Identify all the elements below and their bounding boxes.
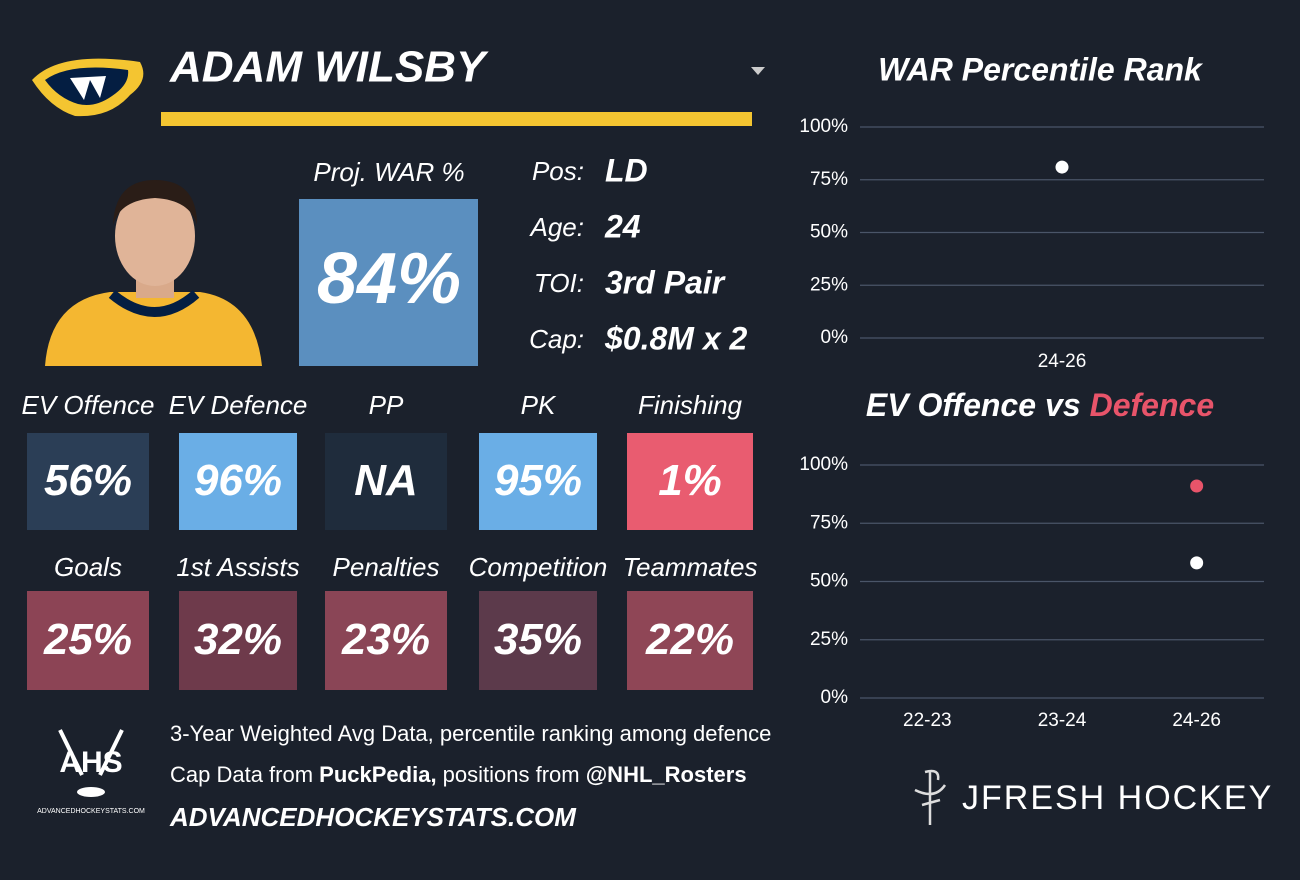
player-info: Pos: LD Age: 24 TOI: 3rd Pair Cap: $0.8M x 2: [529, 152, 748, 356]
tile-label: Penalties: [333, 552, 440, 582]
info-value: 24: [604, 208, 641, 244]
y-tick-label: 0%: [821, 327, 849, 348]
stat-tiles: EV Offence 56% EV Defence 96% PP NA PK 95% Finis…: [22, 390, 758, 690]
legend-entry: Defence: [1090, 387, 1215, 423]
x-tick-label: 23-24: [1038, 710, 1087, 731]
y-tick-label: 100%: [799, 116, 848, 137]
y-tick-label: 0%: [821, 687, 849, 708]
tile-value: 23%: [341, 615, 430, 664]
tile-value: 1%: [658, 456, 722, 505]
point: [1055, 160, 1069, 174]
tile-value: 25%: [43, 615, 132, 664]
title-joiner: vs: [1045, 387, 1081, 423]
tile: [627, 433, 753, 530]
info-label: Pos:: [532, 156, 584, 186]
dropdown-arrow[interactable]: [751, 67, 765, 75]
info-label: Age:: [529, 212, 585, 242]
y-tick-label: 50%: [810, 571, 848, 592]
footer-site: ADVANCEDHOCKEYSTATS.COM: [169, 802, 577, 832]
footer-source: PuckPedia,: [319, 762, 436, 787]
tile: [27, 591, 149, 690]
tile: [325, 433, 447, 530]
proj-war-box: [299, 199, 478, 366]
info-value: 3rd Pair: [605, 264, 726, 300]
tile-label: Finishing: [638, 390, 743, 420]
y-tick-label: 75%: [810, 512, 848, 533]
info-value: LD: [605, 152, 648, 188]
tile-label: Competition: [469, 552, 608, 582]
footer-line2: Cap Data from PuckPedia, positions from …: [170, 762, 747, 787]
footer-line1: 3-Year Weighted Avg Data, percentile ran…: [170, 721, 771, 746]
info-value: $0.8M x 2: [604, 320, 748, 356]
tile-value: 96%: [194, 456, 282, 505]
tile-value: 32%: [194, 615, 282, 664]
tile-label: Goals: [54, 552, 122, 582]
proj-war-label: Proj. WAR %: [313, 157, 464, 187]
brand: JFRESH HOCKEY: [962, 779, 1273, 817]
ahs-logo-site: ADVANCEDHOCKEYSTATS.COM: [37, 808, 145, 815]
tile: [179, 591, 297, 690]
tile-label: 1st Assists: [176, 552, 299, 582]
legend-entry: EV Offence: [866, 387, 1036, 423]
info-label: TOI:: [534, 268, 584, 298]
footer-source: @NHL_Rosters: [586, 762, 747, 787]
y-tick-label: 25%: [810, 274, 848, 295]
y-tick-label: 50%: [810, 222, 848, 243]
tile-label: PP: [369, 390, 404, 420]
chart-title: EV Offence vs Defence: [866, 387, 1214, 423]
footer-text: Cap Data from: [170, 762, 319, 787]
charts: WAR Percentile Rank0%25%50%75%100%24-26E…: [799, 51, 1264, 731]
y-tick-label: 100%: [799, 454, 848, 475]
tile: [325, 591, 447, 690]
tile: [179, 433, 297, 530]
proj-war-value: 84%: [317, 239, 461, 319]
tile-value: 35%: [494, 615, 582, 664]
info-label: Cap:: [529, 324, 584, 354]
y-tick-label: 75%: [810, 169, 848, 190]
tile-value: 22%: [645, 615, 734, 664]
point: [1190, 479, 1204, 493]
tile-value: 56%: [44, 456, 132, 505]
point: [1190, 556, 1204, 570]
name-underline: [161, 112, 752, 126]
tile: [479, 591, 597, 690]
team-logo: [32, 58, 144, 117]
x-tick-label: 24-26: [1038, 351, 1087, 372]
ahs-logo-text: AHS: [59, 746, 122, 779]
y-tick-label: 25%: [810, 629, 848, 650]
tile: [27, 433, 149, 530]
chart-title: WAR Percentile Rank: [878, 51, 1204, 87]
tile: [479, 433, 597, 530]
tile-label: Teammates: [623, 552, 758, 582]
tile-label: EV Defence: [169, 390, 308, 420]
tile: [627, 591, 753, 690]
ahs-logo: AHS ADVANCEDHOCKEYSTATS.COM: [37, 729, 145, 815]
tile-label: EV Offence: [22, 390, 155, 420]
x-tick-label: 24-26: [1172, 710, 1221, 731]
player-photo: [45, 180, 262, 366]
x-tick-label: 22-23: [903, 710, 952, 731]
tile-label: PK: [521, 390, 557, 420]
tile-value: NA: [354, 456, 418, 505]
player-name: ADAM WILSBY: [169, 43, 489, 92]
tile-value: 95%: [494, 456, 582, 505]
footer-text: positions from: [437, 762, 586, 787]
brand-icon: [914, 769, 947, 825]
